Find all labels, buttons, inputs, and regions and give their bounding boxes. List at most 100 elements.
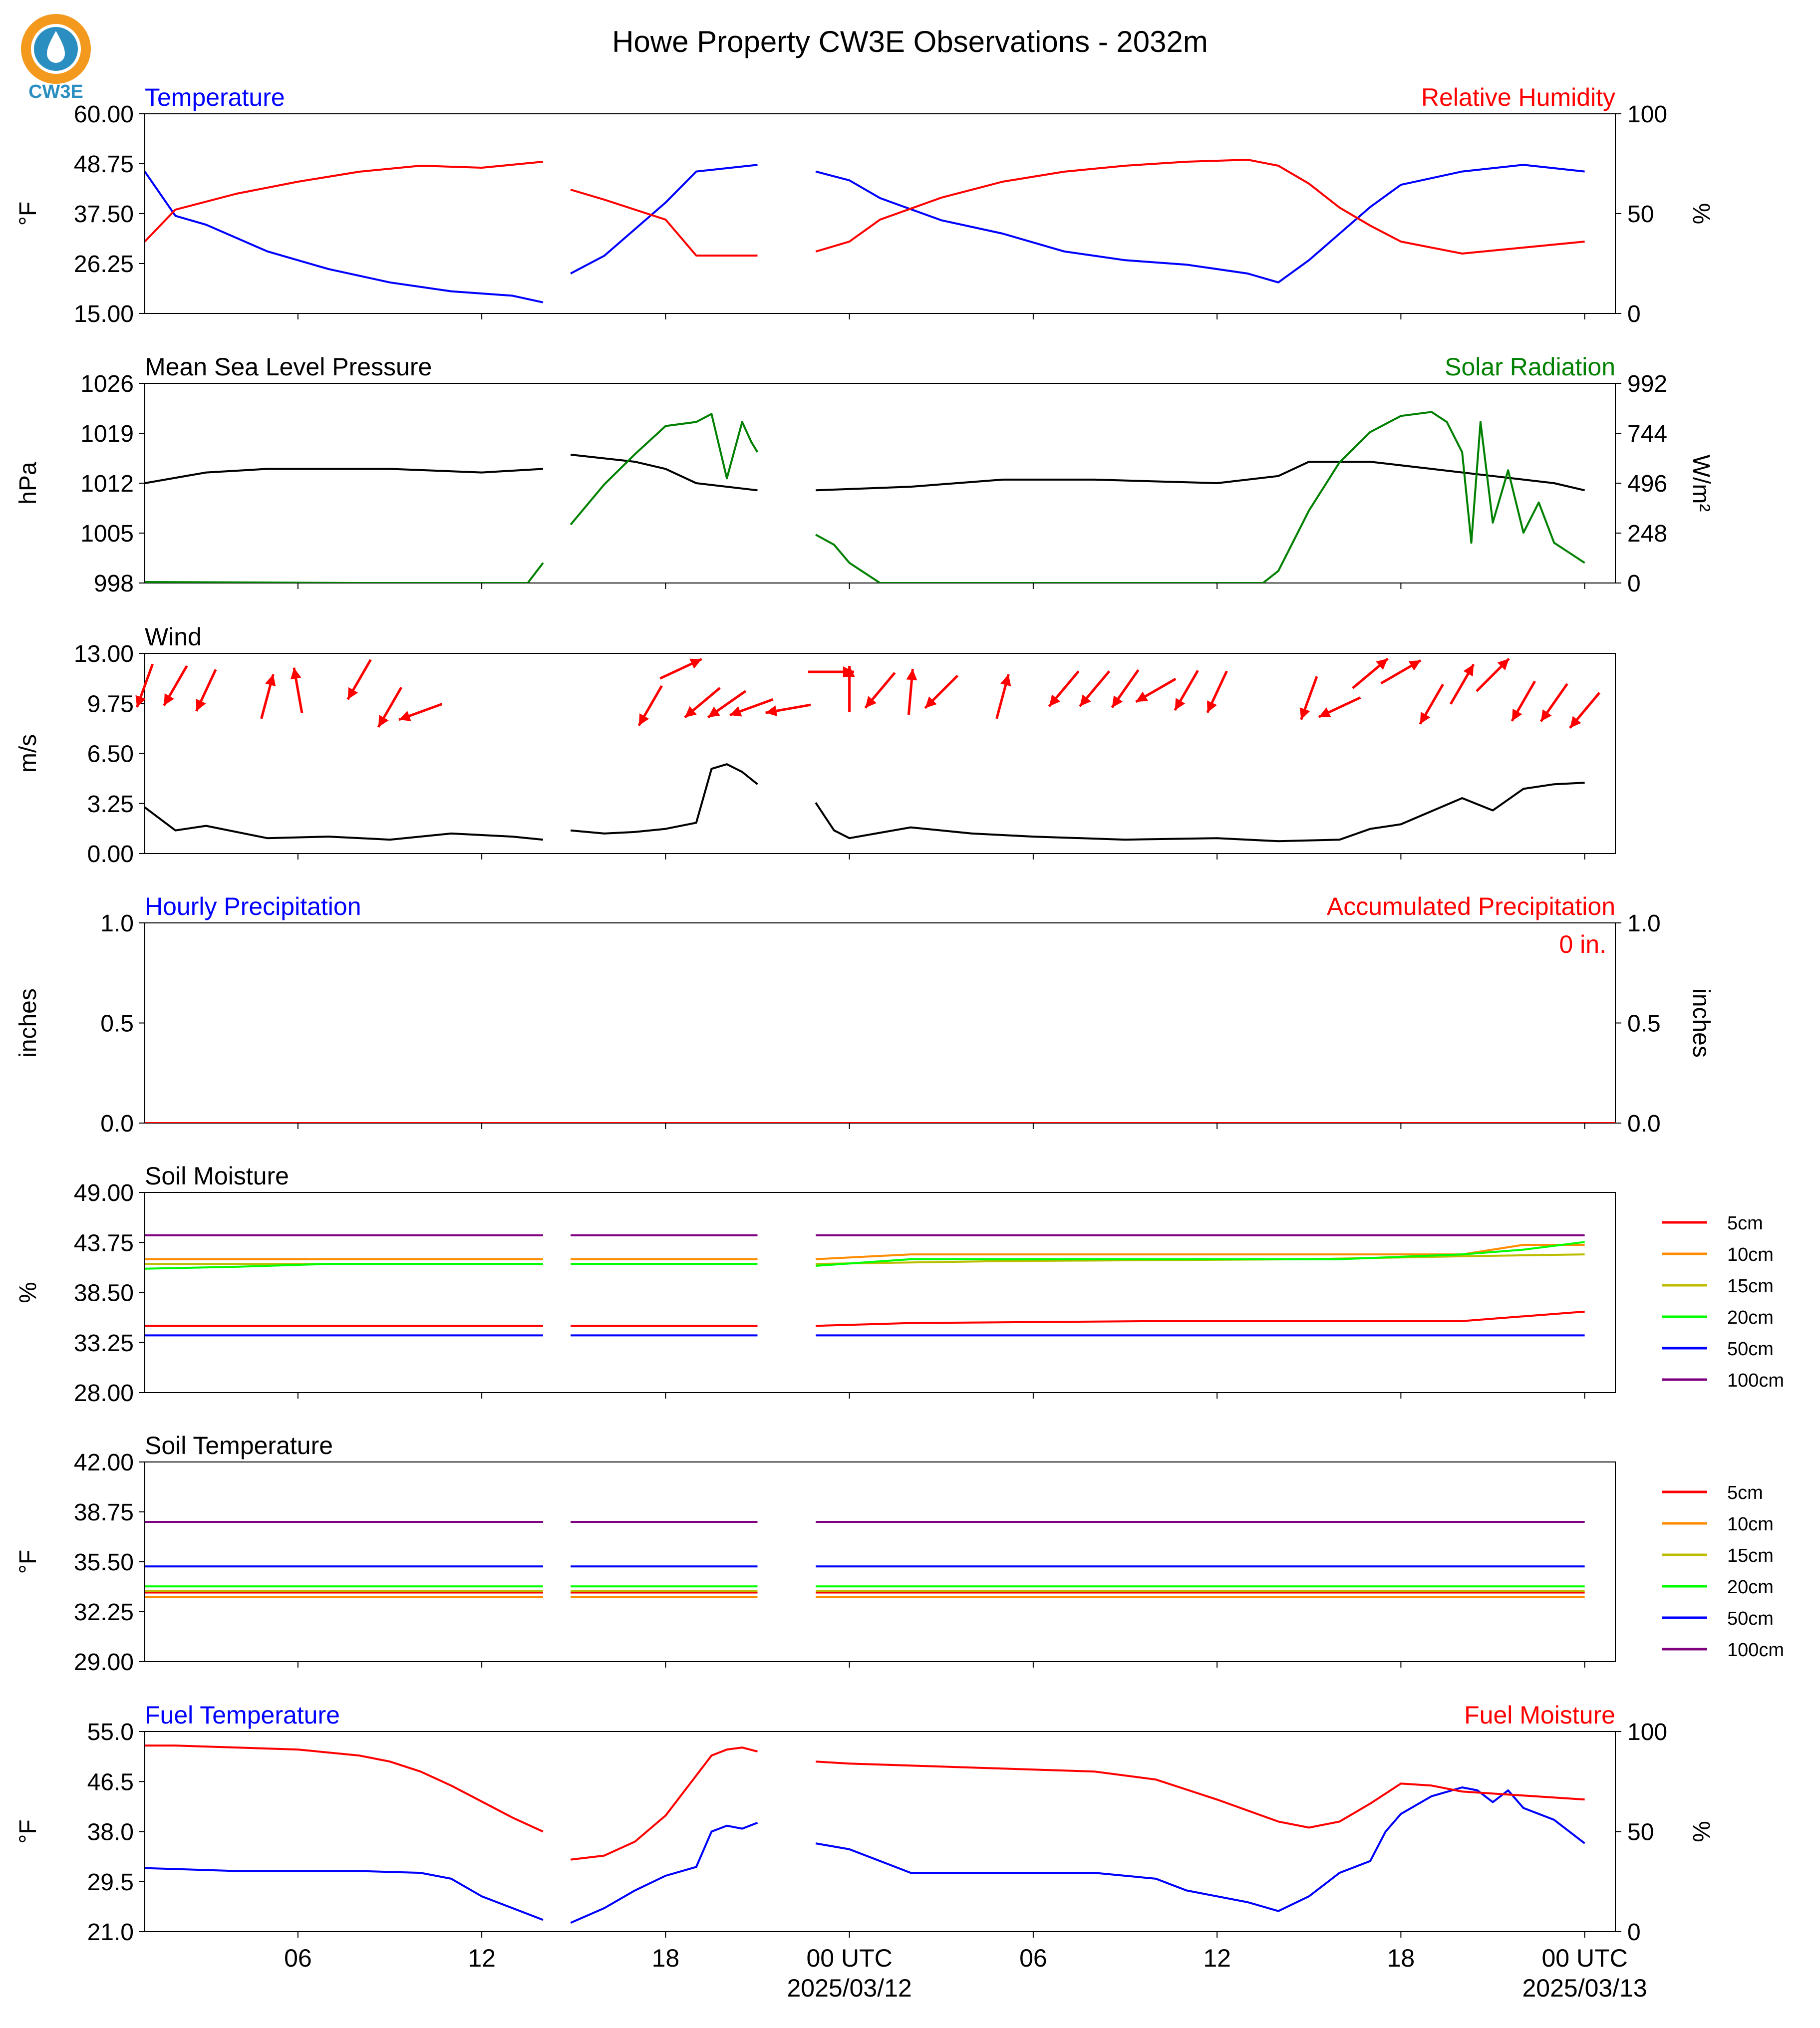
series-20cm [145, 1241, 1585, 1270]
ytick-label: 13.00 [74, 641, 134, 667]
wind-arrow [1299, 676, 1318, 720]
raindrop-icon [47, 31, 65, 63]
y-axis-label: m/s [15, 734, 41, 773]
wind-arrow [1206, 670, 1228, 713]
wind-arrow [924, 674, 959, 709]
y-axis-label: inches [15, 988, 41, 1058]
xtick-label: 18 [652, 1944, 680, 1972]
legend-label: 20cm [1727, 1577, 1774, 1598]
y2tick-label: 0.0 [1627, 1111, 1661, 1137]
y2tick-label: 50 [1627, 201, 1654, 228]
y-axis-label: °F [15, 1550, 41, 1574]
wind-arrow [1419, 683, 1444, 725]
ytick-label: 33.25 [74, 1330, 134, 1357]
legend-label: 5cm [1727, 1213, 1763, 1234]
y2tick-label: 1.0 [1627, 910, 1661, 937]
panel-title-right: Accumulated Precipitation [1327, 892, 1615, 920]
wind-arrow [1511, 680, 1536, 722]
ytick-label: 1005 [80, 521, 134, 547]
ytick-label: 0.00 [87, 841, 134, 868]
wind-arrow [1449, 663, 1475, 705]
y2-axis-label: W/m² [1688, 455, 1714, 512]
ytick-label: 37.50 [74, 201, 134, 228]
ytick-label: 26.25 [74, 251, 134, 278]
xtick-date: 2025/03/13 [1522, 1974, 1647, 2002]
y2tick-label: 248 [1627, 521, 1667, 547]
ytick-label: 6.50 [87, 741, 134, 768]
wind-arrow [260, 674, 276, 719]
legend: 5cm 10cm 15cm 20cm 50cm 100cm [1662, 1482, 1784, 1661]
y2tick-label: 0 [1627, 1919, 1641, 1946]
xtick-label: 18 [1387, 1944, 1415, 1972]
panel-title-right: Solar Radiation [1445, 353, 1615, 381]
y-axis-label: °F [15, 1819, 41, 1844]
panel-soil_moisture: Soil Moisture 28.00 33.25 38.50 43.75 49.00% 5… [15, 1162, 1784, 1407]
y2tick-label: 992 [1627, 371, 1667, 397]
wind-arrow [1318, 696, 1361, 718]
ytick-label: 32.25 [74, 1599, 134, 1626]
legend-label: 50cm [1727, 1339, 1774, 1360]
wind-arrow [864, 672, 896, 709]
y2tick-label: 0.5 [1627, 1011, 1661, 1037]
wind-arrow [684, 687, 721, 719]
wind-arrow [906, 669, 917, 715]
panel-title-right: Fuel Moisture [1464, 1701, 1615, 1729]
wind-arrow [637, 685, 663, 726]
legend-label: 50cm [1727, 1608, 1774, 1629]
series-10cm [145, 1244, 1585, 1260]
panel-title-left: Soil Temperature [145, 1432, 333, 1459]
wind-arrow [1048, 670, 1080, 707]
panel-title-right: Relative Humidity [1421, 83, 1615, 111]
ytick-label: 35.50 [74, 1549, 134, 1576]
series-mslp [145, 453, 1585, 492]
panels: Temperature Relative Humidity 15.00 26.25 37… [15, 83, 1784, 2002]
legend-label: 100cm [1727, 1640, 1784, 1661]
wind-arrow [1079, 670, 1111, 707]
ytick-label: 1026 [80, 371, 134, 397]
legend-label: 15cm [1727, 1545, 1774, 1566]
legend-label: 10cm [1727, 1514, 1774, 1535]
wind-arrow [844, 665, 855, 712]
wind-arrow [398, 703, 443, 721]
ytick-label: 29.5 [87, 1869, 134, 1896]
ytick-label: 29.00 [74, 1649, 134, 1676]
panel-fuel: Fuel Temperature Fuel Moisture 21.0 29.5 38.… [15, 1701, 1714, 2002]
series-temperature [145, 164, 1585, 303]
wind-arrow [1174, 669, 1199, 711]
wind-arrow [163, 665, 188, 706]
ytick-label: 1019 [80, 421, 134, 447]
ytick-label: 9.75 [87, 691, 134, 717]
cw3e-logo: CW3E [21, 14, 91, 102]
chart-title: Howe Property CW3E Observations - 2032m [612, 25, 1208, 58]
y2tick-label: 50 [1627, 1819, 1654, 1846]
y2-axis-label: % [1688, 203, 1714, 225]
panel-wind: Wind 0.00 3.25 6.50 9.75 13.00 m/s [15, 623, 1616, 868]
y2tick-label: 0 [1627, 301, 1641, 327]
ytick-label: 48.75 [74, 151, 134, 178]
wind-arrow [290, 667, 303, 713]
xtick-label: 12 [1203, 1944, 1231, 1972]
ytick-label: 21.0 [87, 1919, 134, 1946]
panel-temp_rh: Temperature Relative Humidity 15.00 26.25 37… [15, 83, 1714, 327]
wind-arrow [1476, 657, 1510, 692]
ytick-label: 1012 [80, 471, 134, 497]
logo-ring [21, 14, 91, 84]
xtick-label: 06 [1019, 1944, 1047, 1972]
ytick-label: 15.00 [74, 301, 134, 327]
y2tick-label: 100 [1627, 101, 1667, 128]
y2tick-label: 496 [1627, 471, 1667, 497]
ytick-label: 3.25 [87, 791, 134, 818]
ytick-label: 28.00 [74, 1380, 134, 1407]
ytick-label: 38.0 [87, 1819, 134, 1846]
y-axis-label: % [15, 1282, 41, 1303]
ytick-label: 998 [94, 571, 134, 597]
series-fuel_temperature [145, 1786, 1585, 1924]
logo-label: CW3E [28, 81, 83, 102]
series-solar [145, 411, 1585, 583]
legend-label: 10cm [1727, 1244, 1774, 1265]
y2-axis-label: % [1688, 1821, 1714, 1842]
series-fuel_moisture [145, 1744, 1585, 1861]
legend-label: 15cm [1727, 1276, 1774, 1297]
xtick-date: 2025/03/12 [787, 1974, 912, 2002]
